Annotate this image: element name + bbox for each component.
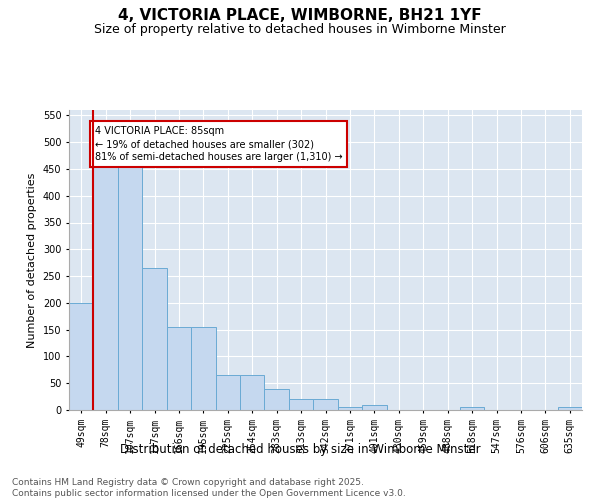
Bar: [118, 153, 142, 410]
Bar: [313, 400, 338, 410]
Bar: [142, 268, 167, 410]
Bar: [338, 408, 362, 410]
Bar: [94, 142, 118, 410]
Text: Contains HM Land Registry data © Crown copyright and database right 2025.
Contai: Contains HM Land Registry data © Crown c…: [12, 478, 406, 498]
Text: 4, VICTORIA PLACE, WIMBORNE, BH21 1YF: 4, VICTORIA PLACE, WIMBORNE, BH21 1YF: [118, 8, 482, 22]
Text: Distribution of detached houses by size in Wimborne Minster: Distribution of detached houses by size …: [119, 442, 481, 456]
Bar: [460, 408, 484, 410]
Bar: [69, 303, 94, 410]
Y-axis label: Number of detached properties: Number of detached properties: [27, 172, 37, 348]
Bar: [289, 400, 313, 410]
Bar: [557, 408, 582, 410]
Bar: [362, 404, 386, 410]
Text: Size of property relative to detached houses in Wimborne Minster: Size of property relative to detached ho…: [94, 22, 506, 36]
Text: 4 VICTORIA PLACE: 85sqm
← 19% of detached houses are smaller (302)
81% of semi-d: 4 VICTORIA PLACE: 85sqm ← 19% of detache…: [95, 126, 342, 162]
Bar: [240, 375, 265, 410]
Bar: [191, 327, 215, 410]
Bar: [167, 327, 191, 410]
Bar: [215, 375, 240, 410]
Bar: [265, 388, 289, 410]
